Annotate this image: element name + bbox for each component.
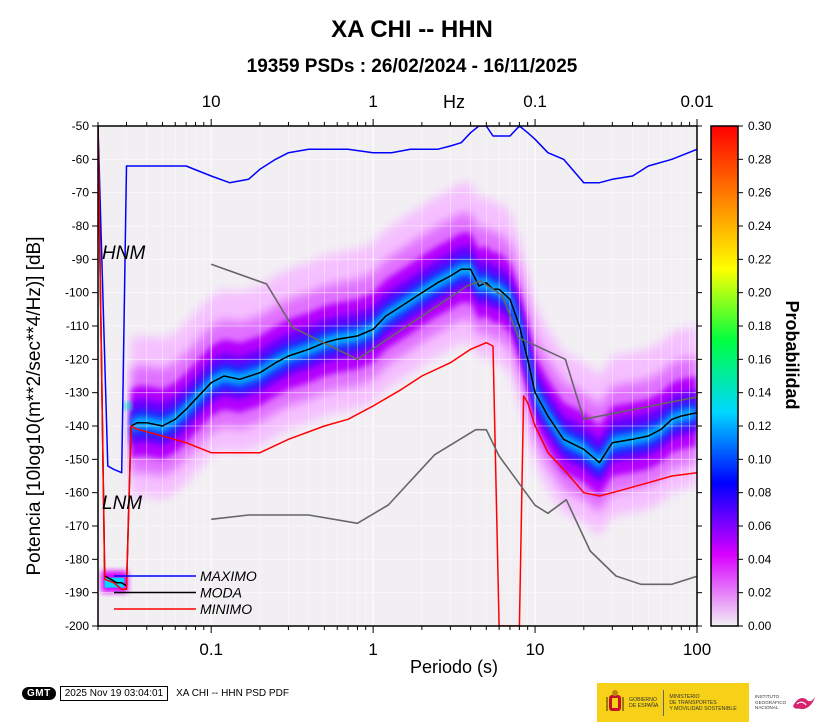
x-tick-label: 1 bbox=[368, 640, 377, 659]
y-tick-label: -140 bbox=[65, 419, 89, 433]
legend-label-maximo: MAXIMO bbox=[200, 568, 257, 584]
series-line-minimo bbox=[98, 126, 697, 626]
ministry-text: MINISTERIO DE TRANSPORTES Y MOVILIDAD SO… bbox=[669, 694, 736, 712]
colorbar-tick-label: 0.00 bbox=[748, 619, 772, 633]
x-tick-label: 10 bbox=[526, 640, 545, 659]
colorbar-tick-label: 0.06 bbox=[748, 519, 772, 533]
colorbar-tick-label: 0.18 bbox=[748, 319, 772, 333]
psd-pdf-plot: 0.1 1 10 100 10 1 0.1 0.01 -200 -190 -180 -170 -160 -… bbox=[24, 92, 802, 677]
series-line-maximo bbox=[98, 126, 697, 474]
y-tick-label: -170 bbox=[65, 519, 89, 533]
series-line-lnm bbox=[211, 428, 697, 586]
colorbar-tick-label: 0.02 bbox=[748, 586, 772, 600]
lnm-label: LNM bbox=[102, 493, 142, 514]
y-tick-label: -150 bbox=[65, 452, 89, 466]
y-tick-label: -130 bbox=[65, 386, 89, 400]
series-lines bbox=[98, 126, 697, 626]
legend-label-moda: MODA bbox=[200, 585, 242, 601]
government-text: GOBIERNO DE ESPAÑA bbox=[629, 697, 658, 709]
gov-line-2: DE ESPAÑA bbox=[629, 702, 659, 709]
colorbar-gradient bbox=[710, 125, 739, 627]
top-axis-label: Hz bbox=[443, 92, 465, 112]
colorbar-tick-label: 0.20 bbox=[748, 286, 772, 300]
x-tick-label: 100 bbox=[683, 640, 711, 659]
ministry-line-2: DE TRANSPORTES bbox=[669, 699, 717, 706]
y-tick-label: -160 bbox=[65, 486, 89, 500]
institute-line-2: GEOGRÁFICO bbox=[755, 699, 787, 705]
gov-line-1: GOBIERNO bbox=[629, 696, 657, 703]
chart-subtitle: 19359 PSDs : 26/02/2024 - 16/11/2025 bbox=[246, 56, 578, 77]
hnm-label: HNM bbox=[102, 243, 145, 264]
y-tick-label: -80 bbox=[72, 219, 90, 233]
y-tick-label: -90 bbox=[72, 252, 90, 266]
colorbar-tick-label: 0.14 bbox=[748, 386, 772, 400]
y-tick-label: -120 bbox=[65, 352, 89, 366]
colorbar-label: Probabilidad bbox=[782, 300, 802, 409]
y-tick-label: -190 bbox=[65, 586, 89, 600]
top-tick-label: 0.01 bbox=[680, 92, 713, 111]
x-tick-label: 0.1 bbox=[199, 640, 223, 659]
y-tick-label: -50 bbox=[72, 119, 90, 133]
colorbar-tick-label: 0.08 bbox=[748, 486, 772, 500]
institute-line-3: NACIONAL bbox=[755, 705, 779, 711]
colorbar-tick-label: 0.16 bbox=[748, 352, 772, 366]
colorbar-tick-label: 0.04 bbox=[748, 552, 772, 566]
institute-line-1: INSTITUTO bbox=[755, 694, 780, 700]
series-line-hnm bbox=[210, 263, 697, 421]
government-banner: GOBIERNO DE ESPAÑA MINISTERIO DE TRANSPO… bbox=[597, 683, 824, 722]
top-tick-label: 10 bbox=[202, 92, 221, 111]
gmt-logo: GMT bbox=[22, 686, 56, 700]
colorbar-tick-label: 0.10 bbox=[748, 452, 772, 466]
y-tick-label: -200 bbox=[65, 619, 89, 633]
ign-logo-icon bbox=[793, 696, 815, 709]
y-tick-label: -180 bbox=[65, 552, 89, 566]
y-tick-label: -110 bbox=[66, 319, 89, 333]
ministry-line-1: MINISTERIO bbox=[669, 693, 700, 700]
ministry-block: GOBIERNO DE ESPAÑA MINISTERIO DE TRANSPO… bbox=[597, 683, 749, 722]
colorbar-tick-label: 0.26 bbox=[748, 186, 772, 200]
top-tick-label: 0.1 bbox=[523, 92, 547, 111]
colorbar-tick-label: 0.22 bbox=[748, 252, 772, 266]
legend-label-minimo: MINIMO bbox=[200, 601, 252, 617]
institute-text: INSTITUTO GEOGRÁFICO NACIONAL bbox=[755, 694, 789, 710]
y-tick-label: -70 bbox=[72, 186, 90, 200]
banner-divider bbox=[663, 689, 665, 716]
axes: 0.1 1 10 100 10 1 0.1 0.01 -200 -190 -180 -170 -160 -… bbox=[65, 92, 714, 659]
footer: GMT 2025 Nov 19 03:04:01 XA CHI -- HHN P… bbox=[22, 684, 289, 702]
plot-frame bbox=[97, 125, 698, 627]
y-tick-label: -60 bbox=[72, 152, 90, 166]
colorbar-tick-label: 0.28 bbox=[748, 152, 772, 166]
ministry-line-3: Y MOVILIDAD SOSTENIBLE bbox=[669, 705, 737, 712]
y-tick-label: -100 bbox=[65, 286, 89, 300]
y-axis-label: Potencia [10log10(m**2/sec**4/Hz)] [dB] bbox=[24, 236, 45, 575]
density-hotspot bbox=[123, 402, 132, 410]
coat-of-arms-icon bbox=[606, 689, 624, 711]
colorbar: 0.00 0.02 0.04 0.06 0.08 0.10 0.12 0.14 0.16 0.18… bbox=[710, 119, 772, 633]
footer-timestamp: 2025 Nov 19 03:04:01 bbox=[59, 685, 169, 701]
footer-description: XA CHI -- HHN PSD PDF bbox=[176, 687, 289, 699]
top-tick-label: 1 bbox=[368, 92, 377, 111]
x-axis-label: Periodo (s) bbox=[410, 657, 498, 677]
colorbar-tick-label: 0.30 bbox=[748, 119, 772, 133]
colorbar-tick-label: 0.24 bbox=[748, 219, 772, 233]
series-line-moda bbox=[98, 126, 697, 587]
colorbar-tick-label: 0.12 bbox=[748, 419, 772, 433]
chart-title: XA CHI -- HHN bbox=[331, 16, 493, 43]
